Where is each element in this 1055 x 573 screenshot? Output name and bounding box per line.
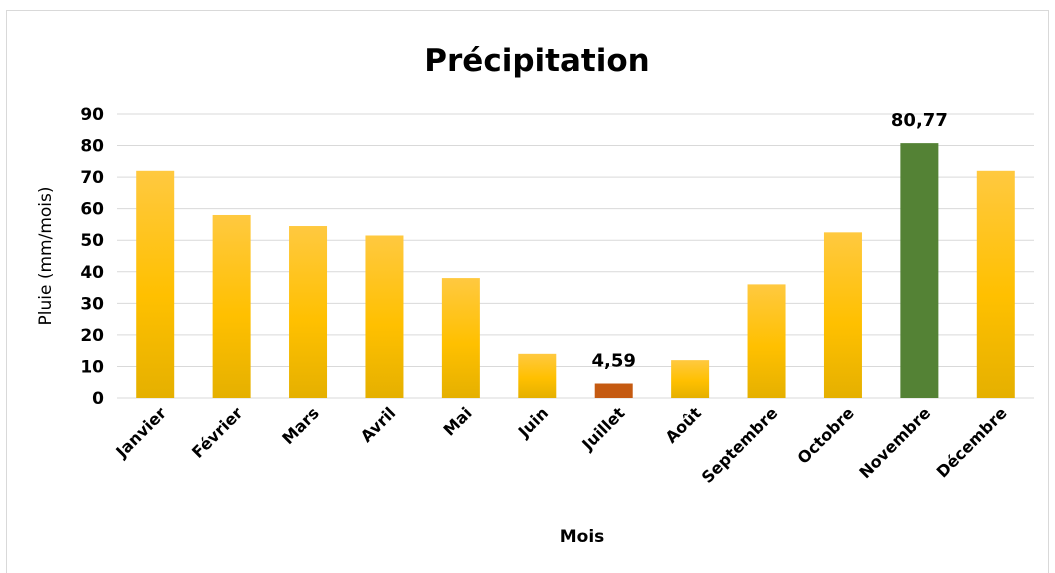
x-tick-label: Août	[662, 403, 706, 447]
y-axis-ticks: 0 10 20 30 40 50 60 70 80 90	[80, 105, 104, 409]
bar-mars	[289, 226, 328, 398]
x-tick-label: Juillet	[577, 403, 628, 454]
x-axis-ticks: Janvier Février Mars Avril Mai Juin Juillet Aoû…	[111, 403, 1010, 487]
x-tick-label: Septembre	[698, 403, 782, 487]
y-tick-label: 10	[80, 357, 104, 377]
bar-avril	[365, 235, 404, 398]
bar-juillet	[594, 383, 633, 398]
y-tick-label: 0	[92, 389, 104, 409]
bar-septembre	[747, 284, 786, 398]
y-tick-label: 90	[80, 105, 104, 125]
y-tick-label: 80	[80, 137, 104, 157]
y-tick-label: 60	[80, 200, 104, 220]
chart-frame	[6, 10, 1049, 573]
bar-octobre	[823, 232, 862, 398]
y-tick-label: 70	[80, 168, 104, 188]
chart-title: Précipitation	[424, 43, 649, 79]
y-tick-label: 40	[80, 263, 104, 283]
x-axis-title: Mois	[560, 527, 605, 547]
y-tick-label: 30	[80, 294, 104, 314]
x-tick-label: Février	[188, 403, 247, 462]
bar-février	[212, 214, 251, 398]
x-tick-label: Juin	[514, 403, 552, 441]
x-tick-label: Mars	[278, 403, 323, 448]
bar-janvier	[136, 170, 175, 398]
x-tick-label: Avril	[357, 403, 400, 446]
gridlines	[117, 113, 1034, 399]
x-tick-label: Décembre	[933, 403, 1011, 481]
y-axis-title: Pluie (mm/mois)	[36, 187, 56, 326]
y-tick-label: 20	[80, 326, 104, 346]
x-tick-label: Octobre	[793, 403, 857, 467]
data-labels: 4,59 80,77	[591, 110, 947, 371]
bar-juin	[518, 353, 557, 398]
bar-décembre	[976, 170, 1015, 398]
y-tick-label: 50	[80, 231, 104, 251]
x-tick-label: Janvier	[111, 403, 170, 462]
data-label: 80,77	[891, 110, 948, 131]
x-tick-label: Mai	[439, 403, 475, 439]
x-tick-label: Novembre	[855, 403, 934, 482]
bar-novembre	[900, 143, 939, 398]
bar-août	[671, 360, 710, 398]
bars	[136, 143, 1015, 398]
data-label: 4,59	[591, 351, 635, 372]
bar-mai	[441, 278, 480, 398]
